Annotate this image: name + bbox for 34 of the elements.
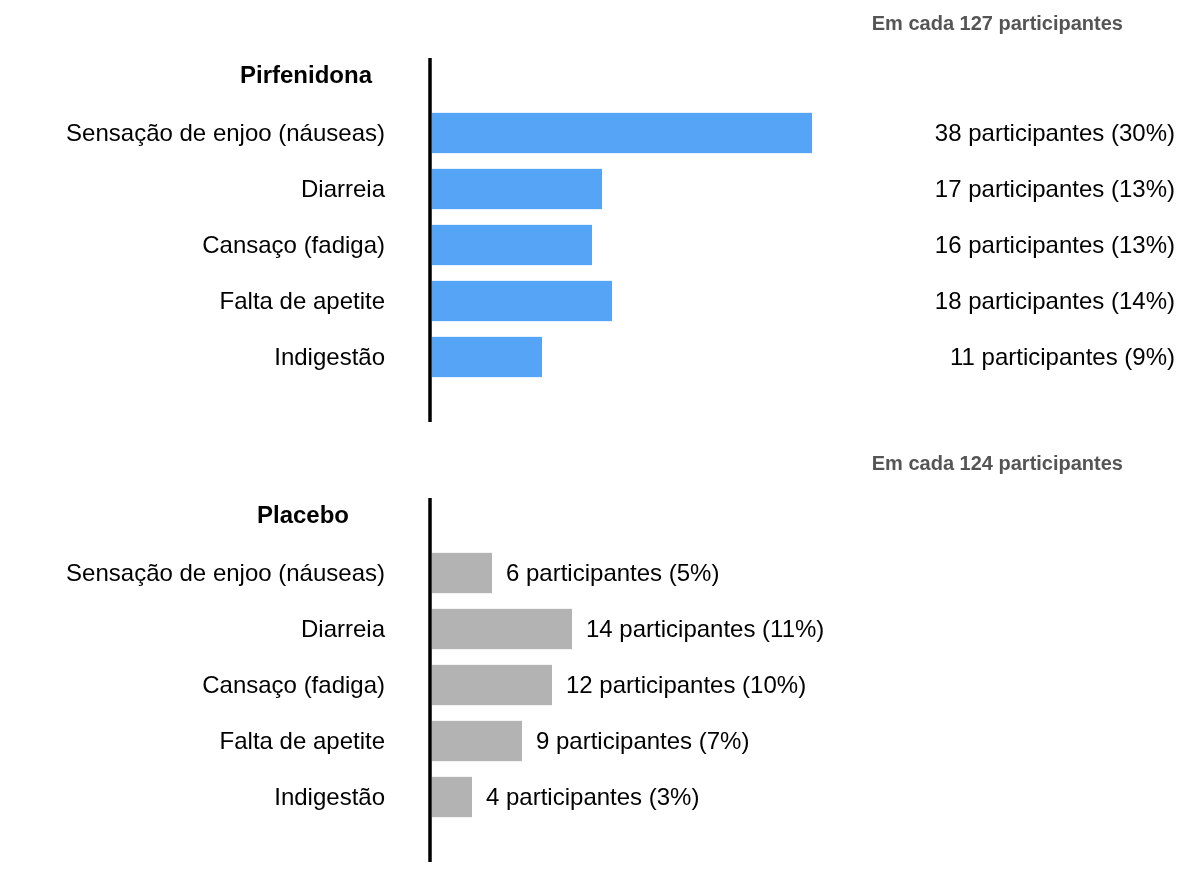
data-label: 6 participantes (5%) [506,559,720,587]
bar [432,608,572,650]
y-tick-label: Cansaço (fadiga) [202,671,385,699]
data-label: 12 participantes (10%) [566,671,807,699]
data-label: 17 participantes (13%) [934,175,1175,203]
data-label: 18 participantes (14%) [934,287,1175,315]
data-label: 38 participantes (30%) [934,119,1175,147]
data-label: 9 participantes (7%) [536,727,750,755]
data-label: 14 participantes (11%) [586,615,825,643]
bar [432,224,592,266]
y-tick-label: Diarreia [300,175,386,203]
bar [432,336,542,378]
bar [432,112,812,154]
y-tick-label: Indigestão [274,343,385,371]
chart-title: Pirfenidona [239,61,373,88]
bar [432,280,612,322]
bar [432,720,522,762]
text: Em cada 127 participantes [871,12,1123,34]
y-tick-label: Falta de apetite [219,727,385,755]
y-tick-label: Falta de apetite [219,287,385,315]
bar [432,776,472,818]
bar [432,168,602,210]
y-tick-label: Sensação de enjoo (náuseas) [66,119,385,147]
data-label: 16 participantes (13%) [934,231,1175,259]
data-label: 11 participantes (9%) [950,343,1175,371]
text: Em cada 124 participantes [871,452,1123,474]
y-tick-label: Cansaço (fadiga) [202,231,385,259]
y-tick-label: Diarreia [300,615,386,643]
data-label: 4 participantes (3%) [486,783,700,811]
y-tick-label: Indigestão [274,783,385,811]
y-tick-label: Sensação de enjoo (náuseas) [66,559,385,587]
bar [432,664,552,706]
bar [432,552,492,594]
chart-title: Placebo [256,501,349,528]
